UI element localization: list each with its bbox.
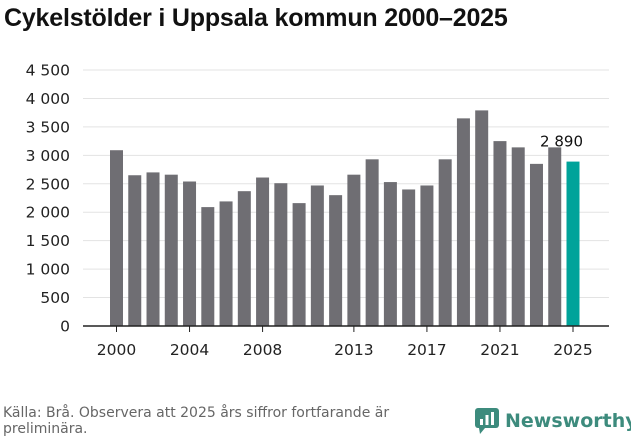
y-tick-label: 0 xyxy=(60,318,70,336)
bar-2022 xyxy=(511,147,525,326)
bar-2006 xyxy=(219,201,233,326)
bar-2001 xyxy=(128,175,142,326)
bar-2009 xyxy=(274,183,288,326)
bar-2013 xyxy=(347,174,361,326)
bar-2019 xyxy=(456,118,470,326)
x-axis: 2000 2004 2008 2013 2017 2021 2025 xyxy=(83,325,609,359)
x-tick-label: 2021 xyxy=(480,341,519,359)
x-tick-label: 2008 xyxy=(243,341,282,359)
bar-2005 xyxy=(201,207,215,326)
chart-title: Cykelstölder i Uppsala kommun 2000–2025 xyxy=(4,4,508,32)
bar-2010 xyxy=(292,203,306,326)
bar-2018 xyxy=(438,159,452,326)
bar-2000 xyxy=(110,150,123,326)
newsworthy-logo: Newsworthy xyxy=(475,408,631,434)
bar-2023 xyxy=(529,163,543,326)
bar-2021 xyxy=(493,141,507,326)
bar-2024 xyxy=(548,147,562,326)
y-tick-label: 2 500 xyxy=(26,175,70,193)
data-labels: 2 890 xyxy=(540,133,583,151)
bar-2025 xyxy=(566,161,580,326)
y-tick-label: 1 000 xyxy=(26,261,70,279)
newsworthy-logo-icon xyxy=(475,408,499,434)
bar-2017 xyxy=(420,185,434,326)
bar-2012 xyxy=(329,195,343,326)
bar-2020 xyxy=(475,110,489,326)
bar-2003 xyxy=(164,174,178,326)
brand-name: Newsworthy xyxy=(505,410,631,432)
bar-2014 xyxy=(365,159,379,326)
annotation-2025: 2 890 xyxy=(540,133,583,151)
y-tick-label: 3 000 xyxy=(26,147,70,165)
y-axis: 0 500 1 000 1 500 2 000 2 500 3 000 3 500 4 000 4… xyxy=(26,62,70,336)
source-note: Källa: Brå. Observera att 2025 års siffr… xyxy=(3,405,390,437)
y-tick-label: 1 500 xyxy=(26,232,70,250)
y-tick-label: 3 500 xyxy=(26,118,70,136)
bar-2015 xyxy=(383,182,397,326)
x-tick-label: 2004 xyxy=(170,341,209,359)
bar-2011 xyxy=(310,185,324,326)
y-tick-label: 4 500 xyxy=(26,62,70,80)
bar-2002 xyxy=(146,172,160,326)
bars xyxy=(110,110,580,326)
x-tick-label: 2025 xyxy=(553,341,592,359)
y-tick-label: 2 000 xyxy=(26,204,70,222)
y-tick-label: 500 xyxy=(40,289,70,307)
x-tick-label: 2000 xyxy=(97,341,136,359)
x-tick-label: 2013 xyxy=(334,341,373,359)
bar-2016 xyxy=(402,189,416,326)
bar-2008 xyxy=(256,177,270,326)
bar-2004 xyxy=(183,181,197,326)
y-tick-label: 4 000 xyxy=(26,90,70,108)
bar-2007 xyxy=(237,191,251,326)
x-tick-label: 2017 xyxy=(407,341,446,359)
